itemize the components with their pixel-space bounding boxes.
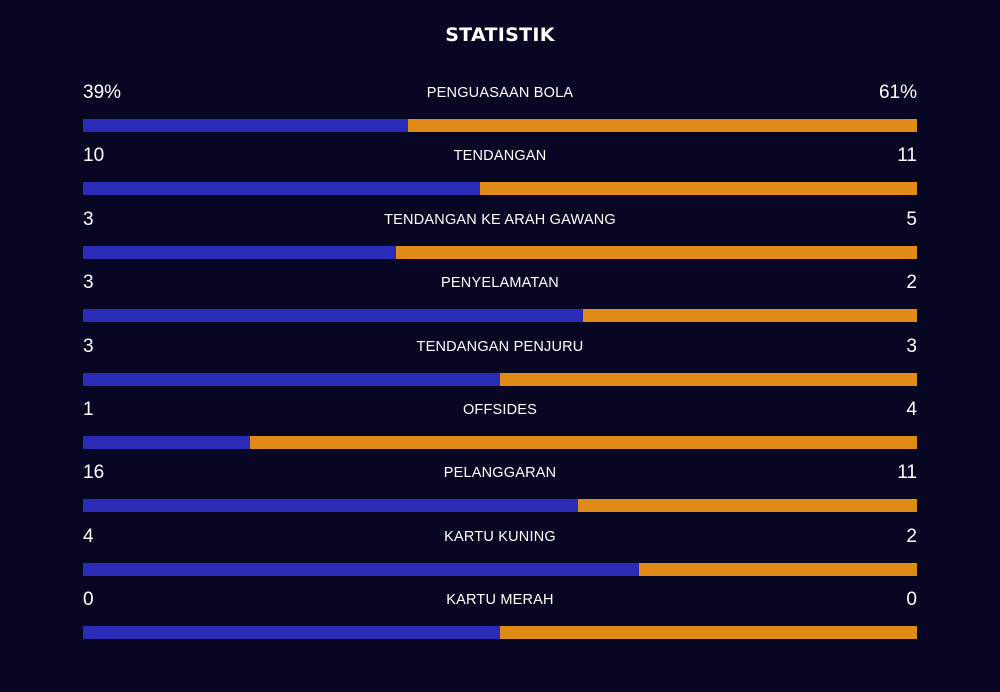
home-bar-segment <box>83 372 500 386</box>
comparison-bar <box>83 626 917 640</box>
stat-row-saves: 3 PENYELAMATAN 2 <box>83 269 917 332</box>
home-bar-segment <box>83 182 480 196</box>
home-value: 3 <box>83 335 94 357</box>
home-value: 39% <box>83 82 122 103</box>
comparison-bar <box>83 119 917 132</box>
stat-label: KARTU KUNING <box>444 528 556 545</box>
home-bar-segment <box>83 435 250 449</box>
away-value: 5 <box>906 208 917 230</box>
comparison-bar <box>83 182 917 196</box>
away-value: 11 <box>897 145 917 167</box>
away-bar-segment <box>395 245 917 259</box>
stat-row-possession: 39% PENGUASAAN BOLA 61% <box>83 79 917 142</box>
stat-label: OFFSIDES <box>462 401 538 418</box>
away-value: 3 <box>906 335 917 357</box>
stat-row-offsides: 1 OFFSIDES 4 <box>83 396 917 459</box>
home-bar-segment <box>83 626 500 640</box>
comparison-bar <box>83 372 917 386</box>
home-value: 16 <box>83 462 105 484</box>
home-value: 10 <box>83 145 105 167</box>
away-value: 61% <box>878 82 917 103</box>
home-bar-segment <box>83 245 396 259</box>
away-bar-segment <box>639 562 917 576</box>
stat-label: TENDANGAN PENJURU <box>416 338 584 355</box>
away-value: 0 <box>906 589 917 611</box>
away-bar-segment <box>479 182 917 196</box>
home-bar-segment <box>83 562 640 576</box>
stat-label: PELANGGARAN <box>443 465 557 482</box>
home-value: 3 <box>83 208 94 230</box>
comparison-bar <box>83 309 917 323</box>
away-value: 2 <box>906 525 917 547</box>
comparison-bar <box>83 499 917 513</box>
stat-row-shots-on-target: 3 TENDANGAN KE ARAH GAWANG 5 <box>83 206 917 269</box>
stat-row-yellow-cards: 4 KARTU KUNING 2 <box>83 523 917 586</box>
home-value: 3 <box>83 272 94 294</box>
stat-label: KARTU MERAH <box>446 592 554 609</box>
stat-label: PENYELAMATAN <box>441 275 559 292</box>
home-bar-segment <box>83 499 578 513</box>
away-bar-segment <box>500 626 917 640</box>
stat-label: TENDANGAN <box>453 148 547 165</box>
home-bar-segment <box>83 309 584 323</box>
stat-label: TENDANGAN KE ARAH GAWANG <box>384 211 616 228</box>
stat-row-corners: 3 TENDANGAN PENJURU 3 <box>83 333 917 396</box>
home-value: 4 <box>83 525 94 547</box>
away-bar-segment <box>408 119 917 132</box>
stats-list: 39% PENGUASAAN BOLA 61% 10 TENDANGAN 11 … <box>83 79 917 650</box>
stat-row-shots: 10 TENDANGAN 11 <box>83 142 917 205</box>
home-value: 0 <box>83 589 94 611</box>
away-value: 4 <box>906 398 917 420</box>
home-bar-segment <box>83 119 409 132</box>
away-bar-segment <box>249 435 917 449</box>
away-value: 2 <box>906 272 917 294</box>
comparison-bar <box>83 562 917 576</box>
away-bar-segment <box>577 499 917 513</box>
away-value: 11 <box>897 462 917 484</box>
stat-label: PENGUASAAN BOLA <box>426 85 574 101</box>
stats-title: STATISTIK <box>445 24 555 46</box>
stat-row-fouls: 16 PELANGGARAN 11 <box>83 459 917 522</box>
away-bar-segment <box>500 372 917 386</box>
stat-row-red-cards: 0 KARTU MERAH 0 <box>83 586 917 649</box>
home-value: 1 <box>83 398 94 420</box>
comparison-bar <box>83 245 917 259</box>
away-bar-segment <box>583 309 917 323</box>
comparison-bar <box>83 435 917 449</box>
